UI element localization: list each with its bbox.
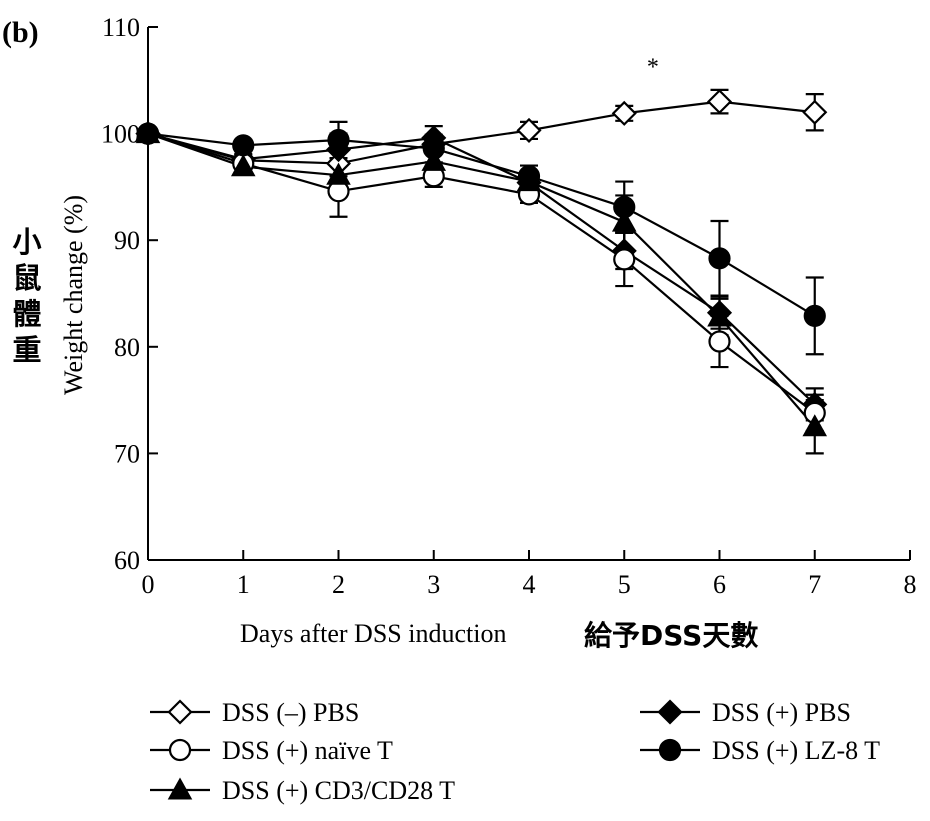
data-point bbox=[230, 154, 256, 177]
legend-label: DSS (+) LZ-8 T bbox=[712, 736, 880, 765]
legend-label: DSS (+) naïve T bbox=[222, 736, 393, 765]
data-point bbox=[135, 121, 161, 144]
x-tick-label: 2 bbox=[332, 570, 345, 599]
x-tick-label: 0 bbox=[142, 570, 155, 599]
legend-item: DSS (+) LZ-8 T bbox=[640, 736, 880, 765]
x-tick-label: 4 bbox=[523, 570, 536, 599]
data-point bbox=[421, 148, 447, 171]
x-axis-label: Days after DSS induction bbox=[240, 619, 506, 648]
y-tick-label: 60 bbox=[114, 546, 140, 575]
series-markers-4 bbox=[135, 121, 828, 437]
y-tick-label: 110 bbox=[102, 13, 140, 42]
y-tick-label: 90 bbox=[114, 226, 140, 255]
significance-asterisk: * bbox=[647, 54, 659, 80]
y-tick-label: 70 bbox=[114, 439, 140, 468]
x-tick-label: 5 bbox=[618, 570, 631, 599]
data-point bbox=[516, 117, 542, 143]
series-line bbox=[147, 132, 816, 428]
legend-marker bbox=[658, 738, 682, 762]
y-tick-label: 80 bbox=[114, 333, 140, 362]
data-point bbox=[708, 330, 731, 353]
x-tick-label: 6 bbox=[713, 570, 726, 599]
data-point bbox=[327, 128, 350, 152]
data-point bbox=[232, 134, 255, 157]
x-tick-label: 7 bbox=[808, 570, 821, 599]
y-axis-label-cjk-char: 小 bbox=[12, 225, 41, 259]
data-point bbox=[706, 89, 733, 115]
series-line bbox=[147, 132, 816, 317]
legend-label: DSS (+) CD3/CD28 T bbox=[222, 776, 455, 805]
x-axis-label-cjk: 給予DSS天數 bbox=[584, 619, 758, 652]
legend: DSS (–) PBS DSS (+) PBS DSS (+) naïve T DSS… bbox=[150, 698, 880, 805]
legend-item: DSS (+) naïve T bbox=[150, 736, 393, 765]
legend-label: DSS (–) PBS bbox=[222, 698, 359, 727]
x-tick-label: 3 bbox=[427, 570, 440, 599]
legend-marker bbox=[168, 738, 192, 762]
axis-ticks: 0 1 2 3 4 5 6 7 8 60 70 80 90 100 110 bbox=[101, 13, 917, 599]
series-2 bbox=[147, 132, 824, 433]
y-axis-label: Weight change (%) bbox=[59, 195, 88, 395]
legend-item: DSS (–) PBS bbox=[150, 698, 359, 727]
series-4 bbox=[147, 132, 824, 455]
data-point bbox=[802, 414, 828, 437]
legend-marker bbox=[167, 777, 193, 800]
legend-item: DSS (+) CD3/CD28 T bbox=[150, 776, 455, 805]
legend-label: DSS (+) PBS bbox=[712, 698, 851, 727]
y-axis-label-cjk-char: 重 bbox=[12, 333, 41, 367]
data-point bbox=[516, 169, 542, 192]
data-point bbox=[708, 247, 731, 270]
data-point bbox=[802, 99, 828, 125]
legend-item: DSS (+) PBS bbox=[640, 698, 851, 727]
legend-marker bbox=[657, 699, 683, 725]
y-axis-label-cjk-char: 體 bbox=[12, 297, 41, 331]
data-point bbox=[707, 304, 732, 327]
data-point bbox=[613, 248, 636, 271]
series-layer bbox=[135, 88, 828, 455]
axes bbox=[147, 27, 910, 561]
legend-marker bbox=[167, 699, 193, 725]
y-tick-label: 100 bbox=[101, 120, 140, 149]
x-tick-label: 8 bbox=[904, 570, 917, 599]
data-point bbox=[326, 162, 351, 185]
data-point bbox=[611, 209, 637, 232]
x-tick-label: 1 bbox=[237, 570, 250, 599]
data-point bbox=[803, 304, 826, 327]
data-point bbox=[611, 100, 637, 126]
y-axis-label-cjk-char: 鼠 bbox=[12, 261, 41, 295]
panel-label: (b) bbox=[2, 16, 39, 49]
series-line bbox=[147, 100, 815, 165]
